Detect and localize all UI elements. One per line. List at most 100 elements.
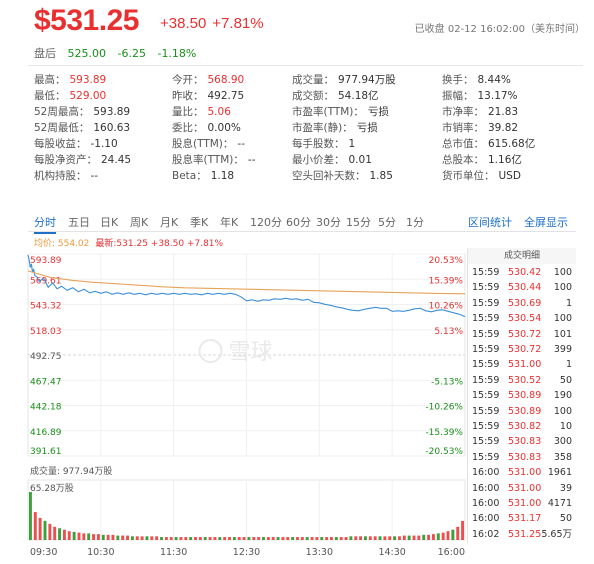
stat-cell: 每手股数： 1 <box>292 136 355 151</box>
volume-bar <box>242 537 246 540</box>
stat-value: 0.00% <box>207 122 241 134</box>
stat-label: 股息率(TTM)： <box>172 154 244 166</box>
stat-cell: 股息率(TTM)： -- <box>172 152 255 167</box>
stat-label: 每股收益： <box>34 138 87 150</box>
volume-bar <box>237 537 241 540</box>
volume-bar <box>354 536 358 540</box>
trade-price: 530.89 <box>508 390 542 402</box>
stat-value: -- <box>90 170 99 182</box>
range-stats-link[interactable]: 区间统计 <box>468 216 512 229</box>
trade-time: 15:59 <box>472 421 500 432</box>
trade-row: 15:59 530.54 100 <box>468 311 576 327</box>
trade-time: 15:59 <box>472 374 500 386</box>
stat-label: 机构持股： <box>34 170 87 182</box>
stat-cell: 最高： 593.89 <box>34 72 106 87</box>
stat-label: 量比： <box>172 106 204 118</box>
tab-1min[interactable]: 1分 <box>406 216 424 229</box>
trade-time: 15:59 <box>472 359 500 371</box>
trade-volume: 50 <box>559 513 572 525</box>
trade-time: 15:59 <box>472 282 500 294</box>
trade-volume: 100 <box>553 313 572 325</box>
stat-value: 160.63 <box>93 122 131 134</box>
volume-bar <box>291 537 295 540</box>
volume-bar <box>436 533 440 540</box>
trade-price: 530.44 <box>508 282 542 294</box>
chart-period-tabs: 分时 五日 日K 周K 月K 季K 年K 120分 60分 30分 15分 5分… <box>28 211 576 234</box>
trade-price: 530.42 <box>508 267 542 278</box>
trade-price: 531.00 <box>508 482 542 494</box>
stat-value: 8.44% <box>477 74 511 86</box>
tab-quarterly-k[interactable]: 季K <box>190 216 209 229</box>
stat-value: 1.85 <box>369 170 393 182</box>
tab-monthly-k[interactable]: 月K <box>160 216 179 229</box>
tab-intraday[interactable]: 分时 <box>34 216 56 234</box>
volume-bar <box>422 534 426 540</box>
y-tick-label-right: 5.13% <box>434 327 463 337</box>
watermark-logo <box>198 339 223 363</box>
tab-30min[interactable]: 30分 <box>316 216 341 229</box>
volume-bar <box>232 537 236 540</box>
stat-cell: 成交额： 54.18亿 <box>292 88 379 103</box>
tab-5day[interactable]: 五日 <box>68 216 90 229</box>
tab-60min[interactable]: 60分 <box>286 216 311 229</box>
trade-row: 15:59 530.89 100 <box>468 404 576 420</box>
trade-volume: 100 <box>553 282 572 294</box>
last-price: $531.25 <box>34 4 139 37</box>
trade-price: 530.72 <box>508 344 542 355</box>
y-tick-label-right: -10.26% <box>425 403 463 413</box>
volume-bar <box>96 534 100 540</box>
trade-row: 15:59 530.44 100 <box>468 280 576 296</box>
stat-cell: 52周最低： 160.63 <box>34 120 130 135</box>
fullscreen-link[interactable]: 全屏显示 <box>524 216 568 229</box>
trade-time: 15:59 <box>472 297 500 309</box>
trade-volume: 100 <box>553 405 572 417</box>
volume-bar <box>48 523 52 540</box>
volume-bar <box>33 512 37 540</box>
stat-cell: 每股收益： -1.10 <box>34 136 118 151</box>
y-tick-label-left: 391.61 <box>30 447 62 457</box>
stat-label: 每手股数： <box>292 138 345 150</box>
trade-time: 15:59 <box>472 405 500 417</box>
tab-weekly-k[interactable]: 周K <box>130 216 149 229</box>
volume-bar <box>218 537 222 540</box>
trade-time: 16:00 <box>472 498 500 509</box>
volume-bar <box>383 536 387 540</box>
trade-row: 16:02 531.25 5.65万 <box>468 527 576 543</box>
tab-yearly-k[interactable]: 年K <box>220 216 239 229</box>
volume-bar <box>145 536 149 540</box>
volume-bar <box>101 534 105 540</box>
tab-5min[interactable]: 5分 <box>378 216 396 229</box>
volume-pane-frame <box>27 479 466 541</box>
trade-time: 15:59 <box>472 267 500 278</box>
trade-row: 15:59 530.69 1 <box>468 296 576 312</box>
stat-label: 市净率： <box>442 106 484 118</box>
volume-bar <box>28 492 32 540</box>
stat-label: 货币单位： <box>442 170 495 182</box>
trade-volume: 358 <box>553 451 572 463</box>
trade-time: 16:00 <box>472 513 500 525</box>
volume-bar <box>62 529 66 540</box>
volume-bar <box>271 537 275 540</box>
volume-bar <box>315 537 319 540</box>
stat-cell: 总股本： 1.16亿 <box>442 152 522 167</box>
tab-15min[interactable]: 15分 <box>346 216 371 229</box>
volume-bar <box>373 536 377 540</box>
stat-value: 492.75 <box>207 90 245 102</box>
trade-price: 531.00 <box>508 467 542 479</box>
stats-row: 最高： 593.89 今开： 568.90 成交量： 977.94万股 换手： 8.44… <box>34 72 589 88</box>
trade-volume: 1961 <box>547 467 572 479</box>
trade-detail-list[interactable]: 成交明细 15:59 530.42 100 15:59 530.44 100 15:59 53… <box>467 248 576 543</box>
volume-bar <box>257 537 261 540</box>
trade-row: 16:00 531.17 50 <box>468 511 576 527</box>
trade-price: 531.17 <box>508 513 542 525</box>
tab-120min[interactable]: 120分 <box>250 216 282 229</box>
after-hours-label: 盘后 <box>34 47 56 60</box>
volume-bar <box>359 536 363 540</box>
divider <box>28 65 583 66</box>
stat-label: 昨收： <box>172 90 204 102</box>
tab-daily-k[interactable]: 日K <box>100 216 119 229</box>
stat-label: 股息(TTM)： <box>172 138 234 150</box>
stat-label: 总股本： <box>442 154 484 166</box>
stats-row: 机构持股： -- Beta： 1.18 空头回补天数： 1.85 货币单位： USD <box>34 168 589 184</box>
trade-row: 15:59 530.52 50 <box>468 373 576 389</box>
